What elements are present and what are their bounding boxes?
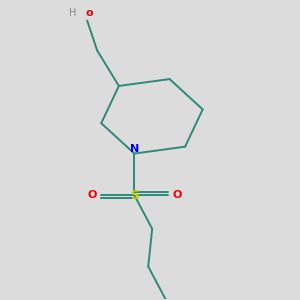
Text: O: O [87, 190, 97, 200]
Text: N: N [130, 144, 139, 154]
Text: O: O [172, 190, 182, 200]
Text: o: o [85, 8, 93, 18]
Text: S: S [130, 189, 139, 202]
Text: H: H [69, 8, 76, 18]
